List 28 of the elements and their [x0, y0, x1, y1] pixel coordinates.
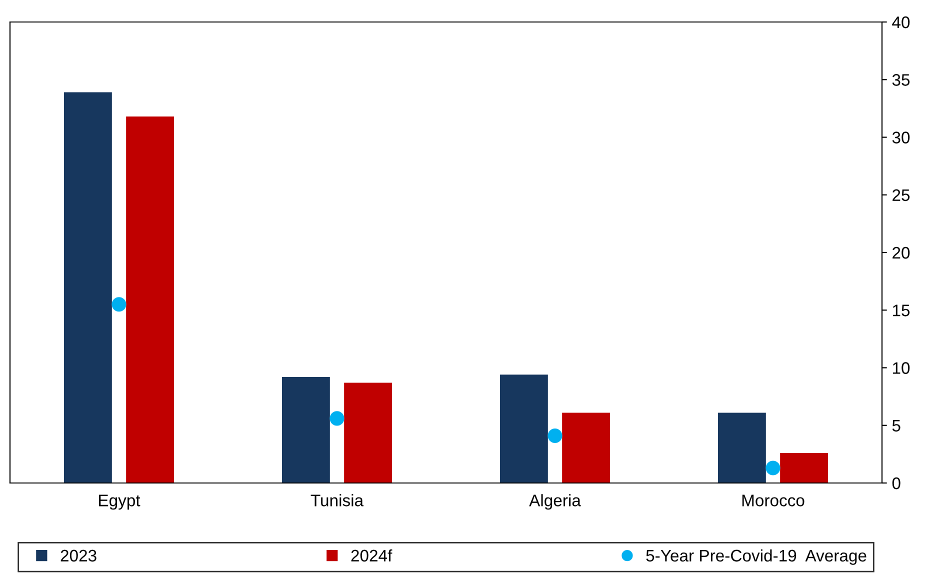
bar [282, 376, 330, 483]
x-tick-label: Algeria [529, 494, 581, 510]
y-tick-label: 10 [892, 362, 910, 374]
point [548, 428, 562, 444]
y-tick-label: 0 [892, 477, 900, 490]
bar [780, 453, 828, 483]
x-tick-label: Tunisia [310, 494, 364, 506]
point [112, 297, 126, 312]
y-tick-label: 20 [892, 246, 910, 259]
bar [126, 116, 174, 483]
point [330, 411, 344, 426]
bar [718, 412, 766, 483]
bar [344, 382, 392, 483]
y-tick-label: 25 [892, 189, 910, 202]
legend-label: 2024f [351, 549, 392, 562]
x-tick-label: Egypt [99, 494, 140, 510]
y-tick-label: 40 [892, 16, 910, 28]
y-tick-label: 35 [892, 74, 910, 86]
y-tick-label: 30 [892, 132, 910, 144]
legend-label: 2023 [60, 550, 96, 562]
y-tick-label: 5 [892, 420, 900, 432]
bar [562, 412, 610, 483]
y-tick-label: 15 [892, 304, 910, 316]
x-tick-label: Morocco [742, 494, 804, 506]
legend-label: 5-Year Pre-Covid-19 Average [646, 549, 866, 565]
bar [500, 374, 548, 483]
bar [64, 92, 112, 483]
point [766, 460, 780, 476]
